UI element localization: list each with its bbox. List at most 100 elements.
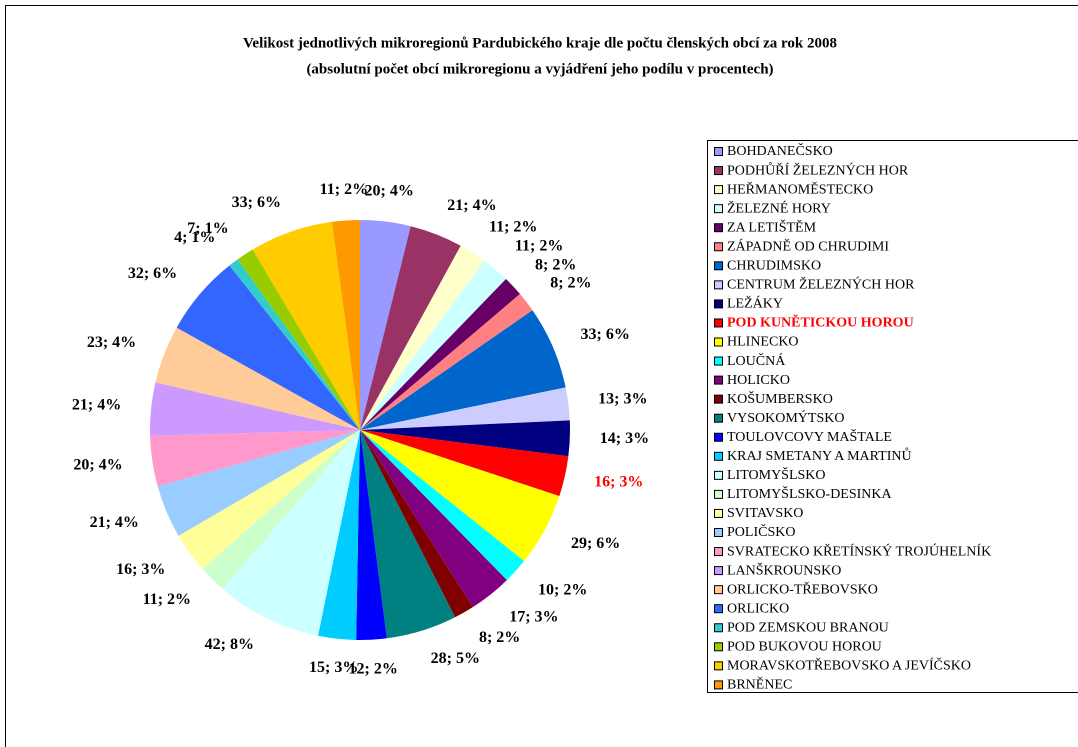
pie-slice <box>237 249 360 430</box>
data-label: 15; 3% <box>309 659 358 676</box>
data-label: 33; 6% <box>232 194 281 211</box>
pie-slice <box>202 430 360 589</box>
legend-label: LEŽÁKY <box>727 295 783 312</box>
legend-label: PODHŮŘÍ ŽELEZNÝCH HOR <box>727 160 909 178</box>
legend-label: POD KUNĚTICKOU HOROU <box>727 314 914 331</box>
data-label: 16; 3% <box>116 561 165 578</box>
data-label: 32; 6% <box>128 265 177 282</box>
legend-swatch <box>714 604 723 614</box>
data-label: 12; 2% <box>349 660 398 677</box>
legend-label: MORAVSKOTŘEBOVSKO A JEVÍČSKO <box>727 657 971 674</box>
pie: 20; 4% 21; 4% 11; 2% 11; 2% 8; 2% 8; 2% 33; 6%… <box>72 181 649 677</box>
data-label: 21; 4% <box>447 197 496 214</box>
pie-slice <box>150 382 360 436</box>
legend-label: LITOMYŠLSKO-DESINKA <box>727 485 893 502</box>
legend-swatch <box>714 623 723 633</box>
legend-label: BRNĚNEC <box>727 676 792 693</box>
pie-slice <box>178 430 360 569</box>
data-label: 11; 2% <box>143 591 191 608</box>
legend-swatch <box>714 585 723 595</box>
legend-label: ORLICKO <box>727 601 789 616</box>
legend-label: KOŠUMBERSKO <box>727 390 833 407</box>
pie-slice <box>360 293 533 430</box>
pie-slice <box>360 430 473 618</box>
legend-label: POD BUKOVOU HOROU <box>727 640 882 655</box>
data-label: 4; 1% <box>174 229 215 246</box>
pie-slice <box>360 226 461 430</box>
chart-subtitle: (absolutní počet obcí mikroregionu a vyj… <box>306 61 773 77</box>
data-label: 8; 2% <box>550 274 591 291</box>
legend-swatch <box>714 451 723 461</box>
legend-label: VYSOKOMÝTSKO <box>727 409 844 426</box>
pie-slice <box>252 221 360 430</box>
pie-slice <box>222 430 360 636</box>
data-label: 21; 4% <box>72 397 121 414</box>
legend-swatch <box>714 547 723 557</box>
legend-label: ORLICKO-TŘEBOVSKO <box>727 580 878 597</box>
data-label: 11; 2% <box>489 218 537 235</box>
legend-swatch <box>714 375 723 385</box>
legend-label: BOHDANEČSKO <box>727 142 833 159</box>
legend-label: SVRATECKO KŘETÍNSKÝ TROJÚHELNÍK <box>727 542 991 559</box>
pie-slice <box>229 259 360 430</box>
legend-swatch <box>714 166 723 176</box>
legend-label: CHRUDIMSKO <box>727 259 821 274</box>
pie-slice <box>360 430 456 639</box>
data-label: 11; 2% <box>320 181 368 198</box>
legend-swatch <box>714 508 723 518</box>
legend-swatch <box>714 432 723 442</box>
legend-label: LANŠKROUNSKO <box>727 561 841 578</box>
legend-swatch <box>714 242 723 252</box>
pie-slice <box>360 310 566 430</box>
legend-swatch <box>714 223 723 233</box>
pie-slice <box>360 430 507 608</box>
legend-swatch <box>714 280 723 290</box>
data-label: 11; 2% <box>515 237 563 254</box>
legend-label: POD ZEMSKOU BRANOU <box>727 620 889 635</box>
legend-swatch <box>714 680 723 690</box>
data-label: 8; 2% <box>479 629 520 646</box>
pie-slice <box>360 430 525 581</box>
data-label: 7; 1% <box>187 220 228 237</box>
chart-title: Velikost jednotlivých mikroregionů Pardu… <box>243 35 837 51</box>
pie-slice <box>360 220 411 430</box>
legend-swatch <box>714 489 723 499</box>
data-label: 20; 4% <box>73 456 122 473</box>
pie-slice <box>176 265 360 430</box>
legend-label: SVITAVSKO <box>727 506 803 521</box>
legend-swatch <box>714 470 723 480</box>
pie-slice <box>360 420 570 457</box>
legend-label: CENTRUM ŽELEZNÝCH HOR <box>727 276 915 293</box>
pie-slice <box>360 245 485 430</box>
legend-label: KRAJ SMETANY A MARTINŮ <box>727 446 912 464</box>
legend-label: ZA LETIŠTĚM <box>727 218 817 235</box>
legend-label: POLIČSKO <box>727 523 795 540</box>
pie-slice <box>360 279 520 430</box>
data-label: 17; 3% <box>509 609 558 626</box>
pie-slice <box>360 387 570 430</box>
legend-swatch <box>714 204 723 214</box>
legend-swatch <box>714 528 723 537</box>
legend-label: HEŘMANOMĚSTECKO <box>727 180 873 197</box>
legend-swatch <box>714 261 723 271</box>
pie-slice <box>331 220 360 430</box>
legend-swatch <box>714 661 723 671</box>
data-label: 20; 4% <box>365 182 414 199</box>
data-label: 10; 2% <box>538 582 587 599</box>
legend-swatch <box>714 642 723 652</box>
data-label: 13; 3% <box>598 391 647 408</box>
data-label: 28; 5% <box>431 650 480 667</box>
pie-slice <box>360 260 506 430</box>
legend-label: LITOMYŠLSKO <box>727 466 826 483</box>
legend-swatch <box>714 147 723 156</box>
data-label: 16; 3% <box>594 474 643 491</box>
pie-slice <box>318 430 360 640</box>
data-label: 33; 6% <box>581 326 630 343</box>
pie-slice <box>360 430 560 562</box>
legend-label: HOLICKO <box>727 373 790 388</box>
legend-swatch <box>714 299 723 309</box>
legend-swatch <box>714 318 723 328</box>
pie-slice <box>360 430 569 497</box>
pie-slice <box>150 430 360 487</box>
